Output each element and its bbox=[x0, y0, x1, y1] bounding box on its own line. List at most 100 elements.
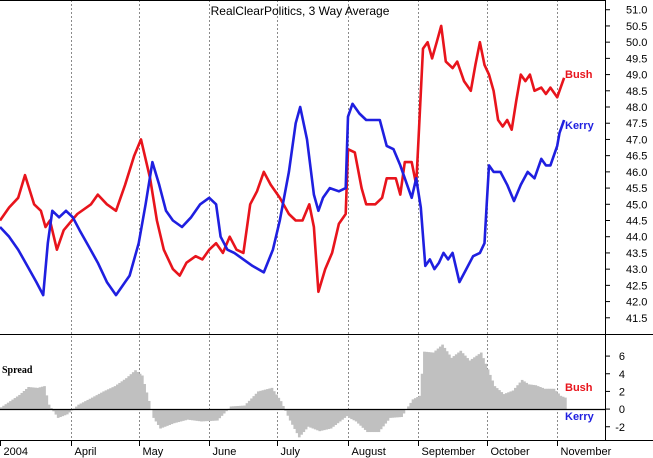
spread-bar bbox=[236, 405, 240, 410]
spread-bar bbox=[307, 409, 310, 427]
spread-bar bbox=[514, 387, 517, 410]
chart-title: RealClearPolitics, 3 Way Average bbox=[211, 4, 390, 18]
spread-bar bbox=[429, 352, 433, 410]
spread-bar bbox=[191, 409, 194, 421]
spread-y-tick-label: -2 bbox=[615, 422, 625, 434]
spread-bar bbox=[418, 395, 422, 410]
spread-bar bbox=[147, 400, 151, 410]
spread-bar bbox=[288, 409, 292, 421]
spread-bar bbox=[361, 409, 365, 428]
spread-bar bbox=[457, 352, 460, 410]
spread-bar bbox=[38, 387, 42, 410]
spread-bar bbox=[122, 379, 126, 410]
spread-bar bbox=[438, 346, 442, 410]
spread-bar bbox=[29, 387, 33, 410]
spread-bar bbox=[231, 406, 235, 410]
spread-bar bbox=[448, 354, 451, 410]
spread-bar bbox=[22, 390, 26, 410]
x-tick-label: June bbox=[213, 446, 237, 458]
spread-bar bbox=[34, 387, 37, 410]
spread-bar bbox=[211, 409, 215, 421]
y-tick-label: 48.5 bbox=[626, 86, 647, 98]
spread-bar bbox=[509, 391, 513, 410]
spread-bar bbox=[393, 409, 397, 418]
spread-bar bbox=[204, 409, 208, 422]
spread-bar bbox=[186, 409, 190, 420]
spread-bar bbox=[181, 409, 185, 421]
spread-bar bbox=[209, 409, 212, 421]
spread-bar bbox=[177, 409, 181, 423]
spread-bar bbox=[473, 357, 476, 410]
spread-bar bbox=[145, 392, 149, 410]
spread-bar bbox=[36, 387, 40, 410]
spread-bar bbox=[427, 352, 431, 410]
spread-bar bbox=[334, 409, 338, 425]
chart-frame bbox=[0, 0, 653, 441]
spread-bar bbox=[11, 399, 15, 410]
spread-bar bbox=[52, 409, 55, 412]
spread-bar bbox=[161, 409, 165, 428]
spread-bar bbox=[163, 409, 167, 427]
spread-bar bbox=[166, 409, 169, 426]
spread-bar bbox=[25, 388, 28, 410]
spread-y-tick-label: 6 bbox=[619, 351, 625, 363]
spread-bar bbox=[252, 396, 256, 410]
spread-bar bbox=[377, 409, 381, 433]
y-axis-ticks: 41.5 42.0 42.5 43.0 43.5 44.0 44.5 45.0 45.5 46.0… bbox=[605, 5, 647, 434]
series-label-kerry: Kerry bbox=[565, 120, 595, 132]
spread-bar bbox=[375, 409, 378, 433]
spread-bar bbox=[432, 352, 435, 410]
spread-bar bbox=[129, 374, 133, 410]
spread-bar bbox=[243, 405, 247, 410]
spread-bar bbox=[127, 376, 131, 410]
spread-bar bbox=[386, 409, 390, 421]
spread-bar bbox=[241, 405, 244, 410]
spread-bar bbox=[225, 409, 228, 412]
spread-bar bbox=[90, 397, 94, 410]
spread-bar bbox=[477, 354, 481, 410]
spread-bar bbox=[359, 409, 363, 426]
spread-bar bbox=[261, 390, 265, 410]
spread-bar bbox=[134, 370, 137, 410]
spread-bar bbox=[43, 386, 46, 410]
spread-bar bbox=[113, 386, 117, 410]
spread-bar bbox=[388, 409, 392, 418]
spread-bar bbox=[291, 409, 294, 425]
spread-bar bbox=[327, 409, 331, 430]
spread-bar bbox=[341, 409, 344, 420]
y-tick-label: 44.0 bbox=[626, 232, 647, 244]
spread-bar bbox=[322, 409, 326, 431]
spread-bar bbox=[413, 398, 417, 410]
spread-bar bbox=[550, 388, 554, 410]
spread-bar bbox=[539, 387, 542, 410]
spread-bar bbox=[263, 389, 267, 410]
spread-bar bbox=[141, 375, 144, 410]
spread-bar bbox=[484, 363, 488, 410]
spread-bar bbox=[229, 406, 233, 410]
spread-bar bbox=[370, 409, 374, 433]
spread-bar bbox=[18, 394, 21, 410]
x-tick-label: August bbox=[352, 446, 386, 458]
spread-bar bbox=[259, 390, 262, 410]
spread-bar bbox=[293, 409, 297, 429]
spread-bar bbox=[523, 381, 526, 410]
spread-bar bbox=[436, 348, 440, 410]
spread-kerry-label: Kerry bbox=[565, 411, 595, 423]
spread-bar bbox=[79, 403, 83, 410]
spread-bar bbox=[391, 409, 394, 418]
spread-bar bbox=[4, 404, 8, 410]
spread-bar bbox=[557, 393, 560, 410]
chart-labels: RealClearPolitics, 3 Way Average Spread … bbox=[2, 4, 595, 423]
y-tick-label: 43.5 bbox=[626, 248, 647, 260]
spread-bar bbox=[486, 369, 490, 410]
x-axis-ticks: 2004 April May June July August September Octob… bbox=[0, 440, 612, 458]
spread-bar bbox=[343, 409, 347, 418]
spread-bar bbox=[379, 409, 383, 430]
spread-bar bbox=[175, 409, 178, 423]
spread-bar bbox=[402, 409, 406, 414]
spread-bar bbox=[270, 387, 274, 410]
y-tick-label: 42.0 bbox=[626, 297, 647, 309]
y-tick-label: 46.5 bbox=[626, 151, 647, 163]
y-tick-label: 48.0 bbox=[626, 102, 647, 114]
spread-bar bbox=[277, 397, 281, 410]
